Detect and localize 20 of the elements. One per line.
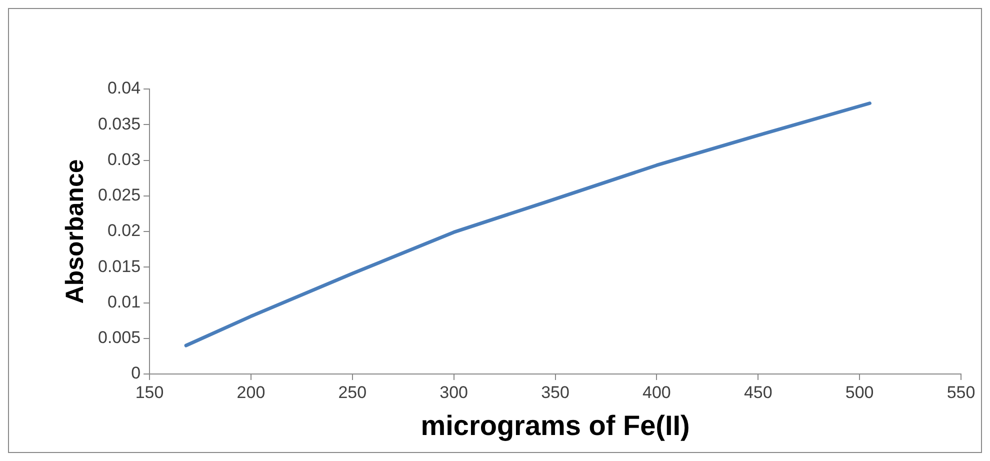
x-tick-label: 450 xyxy=(744,382,772,402)
y-tick-label: 0.025 xyxy=(98,186,141,205)
y-tick-label: 0.02 xyxy=(107,221,141,240)
y-tick-label: 0.04 xyxy=(107,78,141,98)
x-tick-label: 500 xyxy=(845,382,874,402)
y-axis-title: Absorbance xyxy=(60,159,89,304)
x-tick-label: 400 xyxy=(642,382,671,402)
x-tick-label: 150 xyxy=(135,382,164,402)
y-tick-label: 0.035 xyxy=(98,114,141,134)
x-axis-title: micrograms of Fe(II) xyxy=(420,410,690,441)
y-tick-label: 0.01 xyxy=(107,292,141,312)
x-tick-label: 550 xyxy=(946,382,976,402)
y-tick-label: 0 xyxy=(131,364,141,383)
x-tick-label: 350 xyxy=(541,382,570,402)
x-tick-label: 250 xyxy=(338,382,367,402)
y-tick-label: 0.015 xyxy=(98,256,141,276)
x-tick-label: 300 xyxy=(440,382,468,402)
y-tick-label: 0.005 xyxy=(98,328,141,348)
x-tick-label: 200 xyxy=(236,382,266,402)
y-tick-label: 0.03 xyxy=(107,150,141,169)
